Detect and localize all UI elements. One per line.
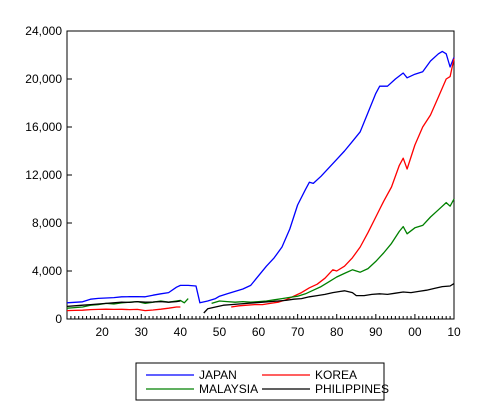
legend-label-philippines: PHILIPPINES [315,382,389,396]
y-tick-label: 8,000 [32,216,62,230]
y-tick-label: 4,000 [32,264,62,278]
x-tick-label: 30 [135,325,149,339]
y-tick-label: 20,000 [25,72,62,86]
y-tick-label: 24,000 [25,24,62,38]
legend-box [135,362,385,401]
legend-label-japan: JAPAN [199,368,237,382]
x-tick-label: 00 [408,325,422,339]
x-tick-label: 90 [369,325,383,339]
x-tick-label: 10 [447,325,461,339]
y-tick-label: 0 [55,312,62,326]
legend-label-malaysia: MALAYSIA [199,382,258,396]
x-tick-label: 50 [213,325,227,339]
x-tick-label: 80 [330,325,344,339]
legend: JAPAN KOREA MALAYSIA PHILIPPINES [135,362,389,401]
series-line-japan [66,50,455,304]
x-tick-label: 60 [252,325,266,339]
x-tick-label: 40 [174,325,188,339]
series-line-malaysia [66,198,455,309]
x-tick-label: 20 [96,325,110,339]
series-line-philippines [66,283,455,314]
series-line-korea [66,58,455,312]
y-tick-label: 16,000 [25,120,62,134]
x-axis: 20 30 40 50 60 70 80 90 00 10 [66,314,461,339]
series-layer [66,50,455,314]
legend-label-korea: KOREA [315,368,357,382]
y-tick-label: 12,000 [25,168,62,182]
y-axis: 0 4,000 8,000 12,000 16,000 20,000 24,000 [25,24,72,326]
x-tick-label: 70 [291,325,305,339]
